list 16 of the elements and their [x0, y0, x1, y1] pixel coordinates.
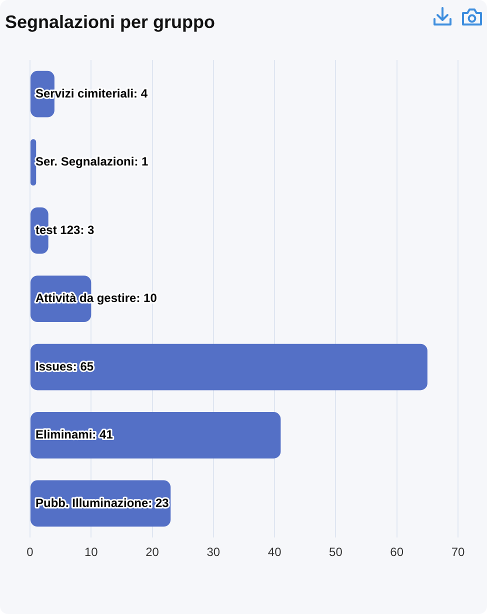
x-tick-label: 70 — [451, 545, 465, 560]
chart-title: Segnalazioni per gruppo — [5, 12, 216, 33]
data-label: Ser. Segnalazioni: 1 — [36, 154, 149, 169]
bar — [30, 344, 428, 390]
x-tick-label: 20 — [146, 545, 160, 560]
x-tick-label: 0 — [26, 545, 34, 560]
x-tick-label: 30 — [206, 545, 220, 560]
bar — [30, 139, 36, 186]
x-tick-label: 50 — [329, 545, 343, 560]
x-tick-label: 10 — [84, 545, 98, 560]
x-tick-label: 60 — [390, 545, 404, 560]
data-label: Pubb. Illuminazione: 23 — [36, 496, 170, 510]
data-label: Issues: 65 — [36, 359, 94, 374]
bar — [30, 412, 281, 458]
data-label: Eliminami: 41 — [36, 428, 114, 442]
x-tick-label: 40 — [268, 545, 282, 560]
